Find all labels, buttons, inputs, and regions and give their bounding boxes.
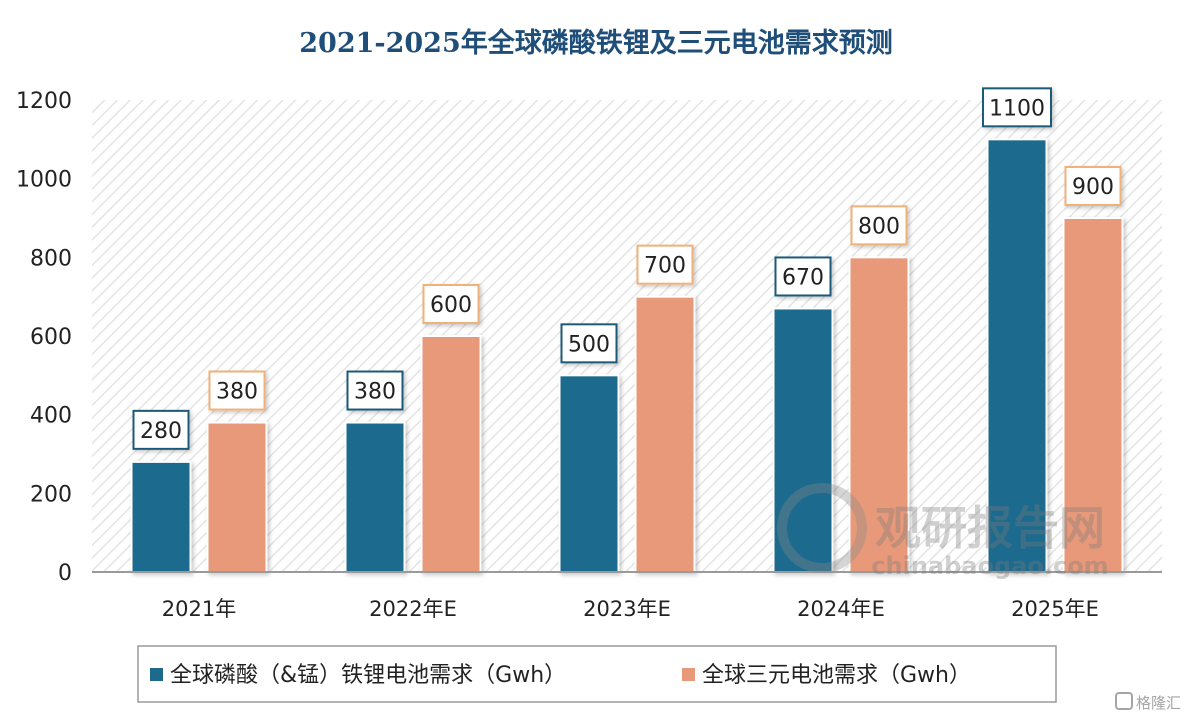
data-label-box-lfp (560, 323, 618, 364)
bar-ncm (206, 421, 268, 573)
data-label-box-lfp (346, 370, 404, 411)
data-label-box-lfp (982, 87, 1052, 128)
data-label-lfp: 1100 (989, 96, 1045, 121)
x-tick-label: 2024年E (797, 597, 885, 621)
bar-lfp (344, 421, 406, 573)
data-labels: 280 380 380 600 500 700 670 800 1100 900 (132, 87, 1122, 450)
corner-logo-text: 格隆汇 (1136, 694, 1181, 712)
legend-label-lfp: 全球磷酸（&锰）铁锂电池需求（Gwh） (170, 663, 566, 688)
y-tick-label: 800 (30, 246, 72, 271)
y-tick-label: 200 (30, 482, 72, 507)
legend: 全球磷酸（&锰）铁锂电池需求（Gwh） 全球三元电池需求（Gwh） (137, 645, 1057, 703)
corner-logo-icon (1115, 692, 1133, 710)
data-label-ncm: 380 (216, 380, 258, 405)
plot-area (92, 100, 1162, 572)
x-tick-label: 2021年 (162, 597, 236, 621)
bar-ncm (634, 295, 696, 573)
watermark-brand: 观研报告网 (875, 501, 1105, 555)
y-tick-label: 1000 (16, 168, 72, 193)
data-label-lfp: 670 (782, 265, 824, 290)
y-tick-label: 1200 (16, 89, 72, 114)
bar-lfp (558, 374, 620, 574)
watermark-logo-icon (777, 483, 867, 573)
data-label-box-ncm (1064, 166, 1122, 206)
bar-ncm (420, 335, 482, 573)
bars (130, 138, 1124, 574)
x-tick-label: 2022年E (369, 597, 457, 621)
corner-logo: 格隆汇 (1115, 692, 1181, 712)
y-tick-label: 0 (58, 561, 72, 586)
data-label-box-ncm (850, 205, 908, 246)
legend-swatch-ncm (682, 668, 695, 681)
data-label-ncm: 700 (644, 254, 686, 279)
x-axis: 2021年 2022年E 2023年E 2024年E 2025年E (162, 597, 1099, 621)
y-tick-label: 400 (30, 404, 72, 429)
data-label-box-lfp (774, 256, 832, 297)
data-label-lfp: 500 (568, 332, 610, 357)
watermark: 观研报告网 chinabaogao.com (777, 483, 1109, 580)
data-label-ncm: 900 (1072, 175, 1114, 200)
data-label-lfp: 280 (140, 419, 182, 444)
bar-ncm (848, 256, 910, 573)
y-tick-label: 600 (30, 325, 72, 350)
data-label-box-ncm (636, 244, 694, 285)
bar-ncm (1062, 217, 1124, 573)
data-label-box-ncm (208, 370, 266, 411)
legend-label-ncm: 全球三元电池需求（Gwh） (702, 663, 971, 688)
y-axis: 0 200 400 600 800 1000 1200 (16, 89, 72, 586)
x-tick-label: 2023年E (583, 597, 671, 621)
chart-title: 2021-2025年全球磷酸铁锂及三元电池需求预测 (299, 27, 893, 59)
bar-lfp (986, 138, 1048, 573)
watermark-url: chinabaogao.com (871, 552, 1108, 580)
data-label-box-lfp (132, 409, 190, 450)
data-label-box-ncm (422, 284, 480, 324)
bar-lfp (130, 460, 192, 573)
bar-lfp (772, 307, 834, 573)
data-label-ncm: 600 (430, 293, 472, 318)
x-tick-label: 2025年E (1011, 597, 1099, 621)
data-label-ncm: 800 (858, 214, 900, 239)
legend-swatch-lfp (150, 668, 163, 681)
legend-box (137, 645, 1057, 703)
data-label-lfp: 380 (354, 380, 396, 405)
